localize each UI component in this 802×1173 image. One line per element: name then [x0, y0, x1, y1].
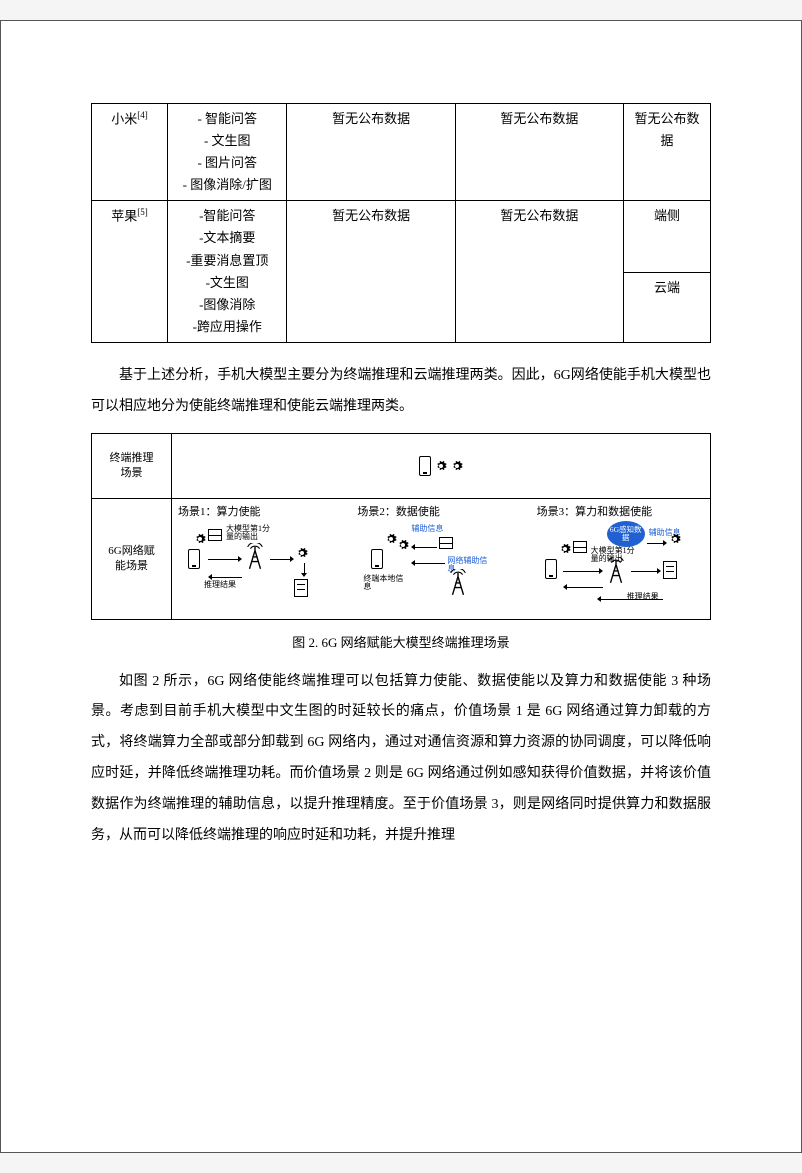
table-row: 小米[4] - 智能问答 - 文生图 - 图片问答 - 图像消除/扩图 暂无公布…: [92, 104, 711, 201]
gear-icon: [296, 547, 308, 559]
fig-left-label: 6G网络赋能场景: [108, 544, 154, 573]
arrow-icon: [411, 543, 437, 551]
vendor-ref: [5]: [137, 207, 148, 217]
scene-title: 场景2：数据使能: [357, 503, 524, 519]
gear-icon: [385, 533, 397, 545]
arrow-icon: [300, 563, 308, 577]
features-cell: - 智能问答 - 文生图 - 图片问答 - 图像消除/扩图: [168, 104, 287, 201]
table-row: 苹果[5] -智能问答 -文本摘要 -重要消息置顶 -文生图 -图像消除 -跨应…: [92, 201, 711, 273]
paragraph-1: 基于上述分析，手机大模型主要分为终端推理和云端推理两类。因此，6G网络使能手机大…: [91, 361, 711, 423]
vendor-name: 小米: [111, 111, 137, 126]
tower-icon: [605, 557, 627, 583]
tower-icon: [244, 543, 266, 569]
features-cell: -智能问答 -文本摘要 -重要消息置顶 -文生图 -图像消除 -跨应用操作: [168, 201, 287, 343]
label-local: 终端本地信息: [363, 575, 407, 593]
col4-cell: 暂无公布数据: [455, 104, 623, 201]
scene-3: 场景3：算力和数据使能 6G感知数据 辅助信息 大模型第1分量的输出: [531, 499, 710, 619]
vendor-ref: [4]: [137, 110, 148, 120]
scene-2: 场景2：数据使能 辅助信息 网络辅助信息 终端本地信息: [351, 499, 530, 619]
fig-left-top: 终端推理场景: [92, 434, 172, 498]
fig-left-bottom: 6G网络赋能场景: [92, 499, 172, 619]
col4-cell: 暂无公布数据: [455, 201, 623, 343]
server-icon: [663, 561, 677, 579]
arrow-icon: [647, 539, 667, 547]
phone-icon: [545, 559, 557, 579]
col3-cell: 暂无公布数据: [287, 201, 455, 343]
feature-item: - 文生图: [174, 130, 280, 152]
bubble-6g: 6G感知数据: [607, 521, 645, 547]
tower-icon: [447, 569, 469, 595]
col5-cell: 云端: [624, 273, 711, 343]
arrow-icon: [563, 583, 603, 591]
server-icon: [294, 579, 308, 597]
scene-1: 场景1：算力使能 大模型第1分量的输出 推理结果: [172, 499, 351, 619]
gear-icon: [669, 533, 681, 545]
gear-icon: [451, 460, 463, 472]
feature-item: -图像消除: [174, 294, 280, 316]
arrow-icon: [597, 595, 663, 603]
feature-item: - 图片问答: [174, 152, 280, 174]
label-result: 推理结果: [204, 581, 236, 590]
arrow-icon: [208, 555, 242, 563]
phone-icon: [371, 549, 383, 569]
gear-icon: [194, 533, 206, 545]
feature-item: -文本摘要: [174, 227, 280, 249]
feature-item: -跨应用操作: [174, 316, 280, 338]
basestation-icon: [573, 541, 587, 553]
vendor-cell: 小米[4]: [92, 104, 168, 201]
feature-item: - 智能问答: [174, 108, 280, 130]
feature-item: - 图像消除/扩图: [174, 174, 280, 196]
arrow-icon: [270, 555, 294, 563]
col5-cell: 端侧: [624, 201, 711, 273]
feature-item: -文生图: [174, 272, 280, 294]
phone-icon: [419, 456, 431, 476]
document-page: 小米[4] - 智能问答 - 文生图 - 图片问答 - 图像消除/扩图 暂无公布…: [0, 20, 802, 1153]
arrow-icon: [411, 559, 445, 567]
paragraph-2: 如图 2 所示，6G 网络使能终端推理可以包括算力使能、数据使能以及算力和数据使…: [91, 667, 711, 852]
label-model-out: 大模型第1分量的输出: [226, 525, 276, 543]
feature-item: -智能问答: [174, 205, 280, 227]
fig-scenes-wrap: 场景1：算力使能 大模型第1分量的输出 推理结果: [172, 499, 710, 619]
arrow-icon: [631, 567, 661, 575]
col5-cell: 暂无公布数据: [624, 104, 711, 201]
basestation-icon: [208, 529, 222, 541]
phone-icon: [188, 549, 200, 569]
gear-icon: [559, 543, 571, 555]
figure-2: 终端推理场景 6G网络赋能场景 场景1：算力使能: [91, 433, 711, 620]
vendor-table: 小米[4] - 智能问答 - 文生图 - 图片问答 - 图像消除/扩图 暂无公布…: [91, 103, 711, 343]
vendor-cell: 苹果[5]: [92, 201, 168, 343]
arrow-icon: [563, 567, 603, 575]
label-aux: 辅助信息: [411, 525, 443, 534]
vendor-name: 苹果: [111, 209, 137, 224]
gear-icon: [397, 539, 409, 551]
scene-title: 场景1：算力使能: [178, 503, 345, 519]
scene-title: 场景3：算力和数据使能: [537, 503, 704, 519]
fig-top-scene: [172, 434, 710, 498]
figure-caption: 图 2. 6G 网络赋能大模型终端推理场景: [91, 632, 711, 651]
feature-item: -重要消息置顶: [174, 250, 280, 272]
fig-left-label: 终端推理场景: [110, 451, 154, 480]
col3-cell: 暂无公布数据: [287, 104, 455, 201]
gear-icon: [435, 460, 447, 472]
basestation-icon: [439, 537, 453, 549]
